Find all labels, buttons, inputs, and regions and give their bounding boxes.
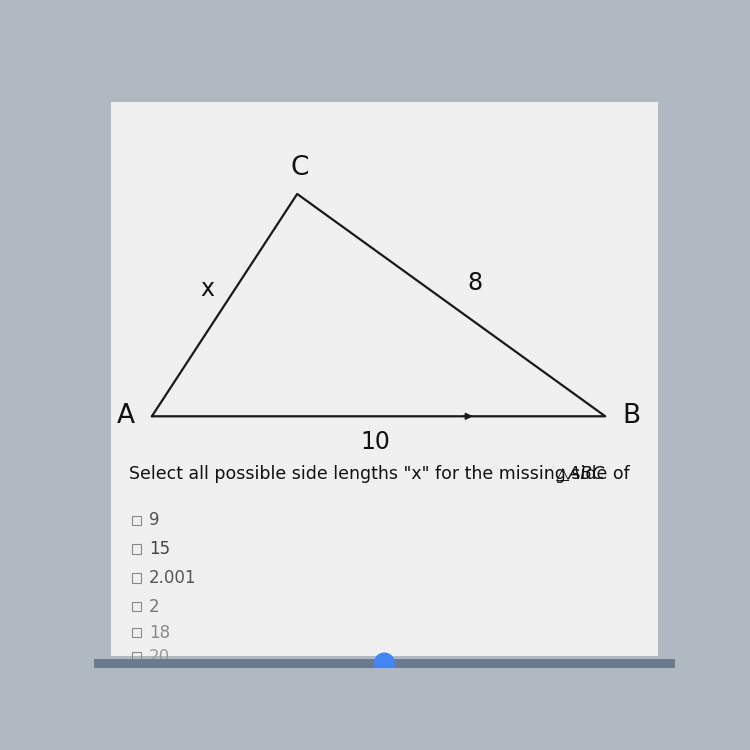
- Text: C: C: [291, 155, 309, 181]
- Bar: [131, 602, 141, 611]
- FancyBboxPatch shape: [111, 101, 658, 656]
- Text: 8: 8: [467, 272, 482, 296]
- Text: △ABC: △ABC: [556, 465, 605, 483]
- Text: 2: 2: [149, 598, 160, 616]
- Text: 2.001: 2.001: [149, 569, 196, 587]
- Text: 20: 20: [149, 648, 170, 666]
- Text: B: B: [622, 404, 640, 429]
- Text: A: A: [117, 404, 135, 429]
- Bar: [131, 573, 141, 583]
- Bar: [131, 628, 141, 638]
- Bar: [131, 652, 141, 662]
- FancyBboxPatch shape: [94, 658, 675, 668]
- Bar: [131, 544, 141, 554]
- Text: 15: 15: [149, 540, 170, 558]
- Text: Select all possible side lengths "x" for the missing side of: Select all possible side lengths "x" for…: [129, 465, 634, 483]
- Text: x: x: [200, 278, 214, 302]
- Text: 18: 18: [149, 624, 170, 642]
- Text: 9: 9: [149, 512, 160, 530]
- Text: 10: 10: [361, 430, 391, 454]
- Circle shape: [374, 652, 394, 674]
- Bar: [131, 515, 141, 525]
